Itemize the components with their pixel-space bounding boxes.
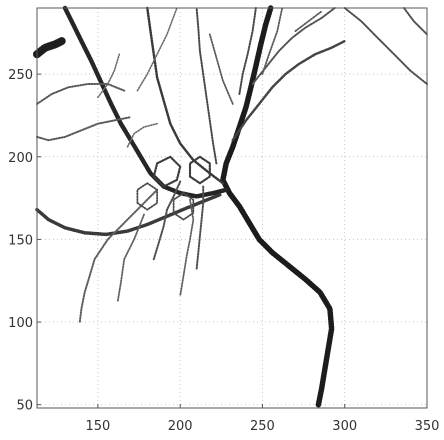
data-series-11 [403,7,428,36]
data-series-26 [172,192,195,221]
data-series-17 [195,7,218,165]
data-series-15 [116,213,145,304]
data-series-5 [36,116,132,142]
data-series-18 [238,7,257,95]
data-series-10 [343,7,428,85]
grid-lines [37,8,428,408]
x-tick-label: 350 [415,419,440,434]
y-tick-label: 50 [16,399,33,414]
x-tick-label: 250 [250,419,275,434]
data-series-13 [195,185,205,271]
data-series-4 [35,193,222,237]
data-series-27 [294,10,323,32]
data-series-21 [97,53,121,99]
data-series-3 [146,6,225,185]
data-series-22 [126,122,158,148]
x-axis: 150 200 250 300 350 [85,404,439,434]
data-series-6 [36,83,126,105]
data-series-9 [251,7,336,85]
y-tick-label: 200 [8,151,33,166]
data-series-25 [136,182,158,211]
y-tick-label: 100 [8,316,33,331]
data-series-24 [188,155,211,185]
data-series-1 [220,5,335,408]
data-series-7 [33,37,66,59]
data-series-23 [152,155,182,188]
data-series-12 [152,180,182,261]
x-tick-label: 200 [168,419,193,434]
x-tick-label: 150 [85,419,110,434]
y-axis: 50 100 150 200 250 [8,68,41,414]
data-series-8 [231,39,346,142]
data-series-28 [208,33,234,105]
data-series [33,5,428,408]
x-tick-label: 300 [332,419,357,434]
data-series-14 [78,188,159,323]
data-series-20 [136,7,178,92]
y-tick-label: 150 [8,233,33,248]
plot-area-frame [36,7,428,409]
data-series-16 [179,198,195,297]
y-tick-label: 250 [8,68,33,83]
data-series-19 [261,7,284,75]
